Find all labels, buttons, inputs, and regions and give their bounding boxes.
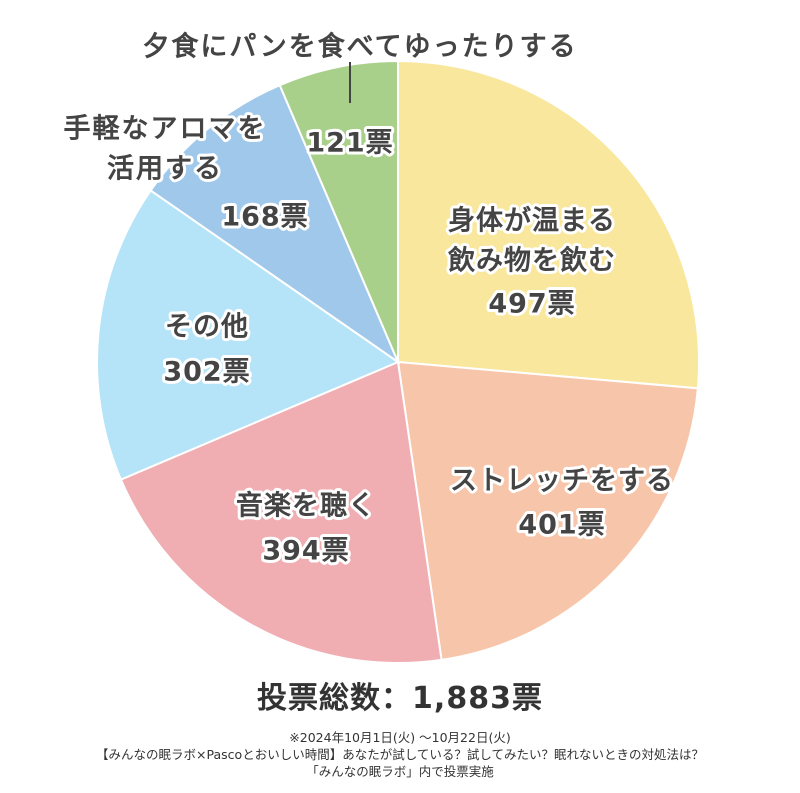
slice-value-label-4: 168票 (221, 202, 308, 233)
slice-category-label-1-0: ストレッチをする (450, 466, 674, 497)
slice-category-label-4-1: 活用する (107, 154, 223, 185)
footnote-date: ※2024年10月1日(火) 〜10月22日(火) (289, 730, 511, 745)
slice-value-label-5: 121票 (306, 128, 393, 159)
footnote-survey: 【みんなの眠ラボ×Pascoとおいしい時間】あなたが試している？試してみたい？眠… (96, 747, 704, 762)
footnote-venue: 「みんなの眠ラボ」内で投票実施 (306, 764, 494, 779)
slice-value-label-0: 497票 (488, 289, 575, 320)
slice-category-label-3-0: その他 (165, 312, 249, 343)
pie-slice-4 (149, 83, 401, 365)
slice-category-label-4-0: 手軽なアロマを (64, 114, 267, 145)
slice-value-label-3: 302票 (163, 357, 250, 388)
slice-category-label-5-0: 夕食にパンを食べてゆったりする (142, 31, 577, 63)
slice-category-label-0-1: 飲み物を飲む (447, 245, 616, 277)
pie-slice-1 (396, 360, 699, 661)
pie-slices (96, 59, 700, 664)
pie-slice-0 (397, 59, 700, 390)
pie-slice-2 (119, 360, 443, 664)
slice-category-label-0-0: 身体が温まる (448, 205, 616, 237)
pie-slice-5 (278, 59, 399, 363)
pie-slice-3 (96, 189, 401, 481)
slice-value-label-1: 401票 (518, 510, 605, 541)
total-votes: 投票総数：1,883票 (257, 681, 543, 716)
slice-value-label-2: 394票 (262, 536, 349, 567)
slice-category-label-2-0: 音楽を聴く (236, 490, 376, 522)
